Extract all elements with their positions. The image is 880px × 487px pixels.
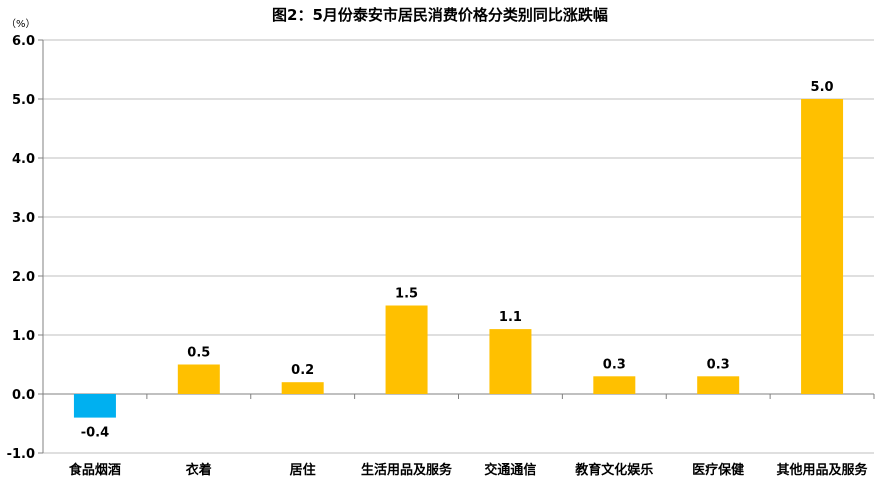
data-labels: -0.4 0.5 0.2 1.5 1.1 0.3 0.3 5.0 — [81, 80, 834, 441]
category-label: 其他用品及服务 — [777, 462, 869, 478]
bar — [489, 329, 532, 394]
y-tick-label: 3.0 — [12, 211, 35, 226]
y-axis-ticks: -1.0 0.0 1.0 2.0 3.0 4.0 5.0 6.0 — [7, 34, 35, 462]
y-tick-label: -1.0 — [7, 447, 35, 462]
bar — [73, 394, 116, 418]
data-label: 0.2 — [291, 363, 314, 378]
data-label: 1.1 — [499, 310, 522, 325]
gridlines — [43, 39, 874, 454]
category-label: 医疗保健 — [692, 462, 744, 478]
y-tick-label: 1.0 — [12, 329, 35, 344]
x-axis-categories: 食品烟酒 衣着 居住 生活用品及服务 交通通信 教育文化娱乐 医疗保健 其他用品及服务 — [69, 462, 869, 478]
data-label: -0.4 — [81, 426, 109, 441]
y-tick-label: 2.0 — [12, 270, 35, 285]
data-label: 0.3 — [707, 357, 730, 372]
category-label: 居住 — [290, 462, 316, 478]
bar — [593, 376, 636, 394]
category-label: 交通通信 — [484, 462, 536, 478]
category-label: 生活用品及服务 — [361, 462, 453, 478]
y-tick-label: 4.0 — [12, 152, 35, 167]
category-label: 衣着 — [186, 462, 212, 478]
bar — [697, 376, 740, 394]
data-label: 0.3 — [603, 357, 626, 372]
y-tick-label: 0.0 — [12, 388, 35, 403]
category-label: 教育文化娱乐 — [574, 462, 653, 478]
chart-title: 图2：5月份泰安市居民消费价格分类别同比涨跌幅 — [272, 6, 608, 24]
bar — [177, 364, 220, 394]
unit-label: （%） — [6, 18, 36, 30]
category-label: 食品烟酒 — [69, 462, 121, 478]
bars — [73, 99, 844, 418]
y-tick-label: 6.0 — [12, 34, 35, 49]
data-label: 1.5 — [395, 287, 418, 302]
y-tick-label: 5.0 — [12, 93, 35, 108]
axes — [38, 39, 875, 454]
bar — [385, 305, 428, 394]
data-label: 0.5 — [187, 346, 210, 361]
bar — [281, 382, 324, 394]
data-label: 5.0 — [811, 80, 834, 95]
bar — [801, 99, 844, 394]
